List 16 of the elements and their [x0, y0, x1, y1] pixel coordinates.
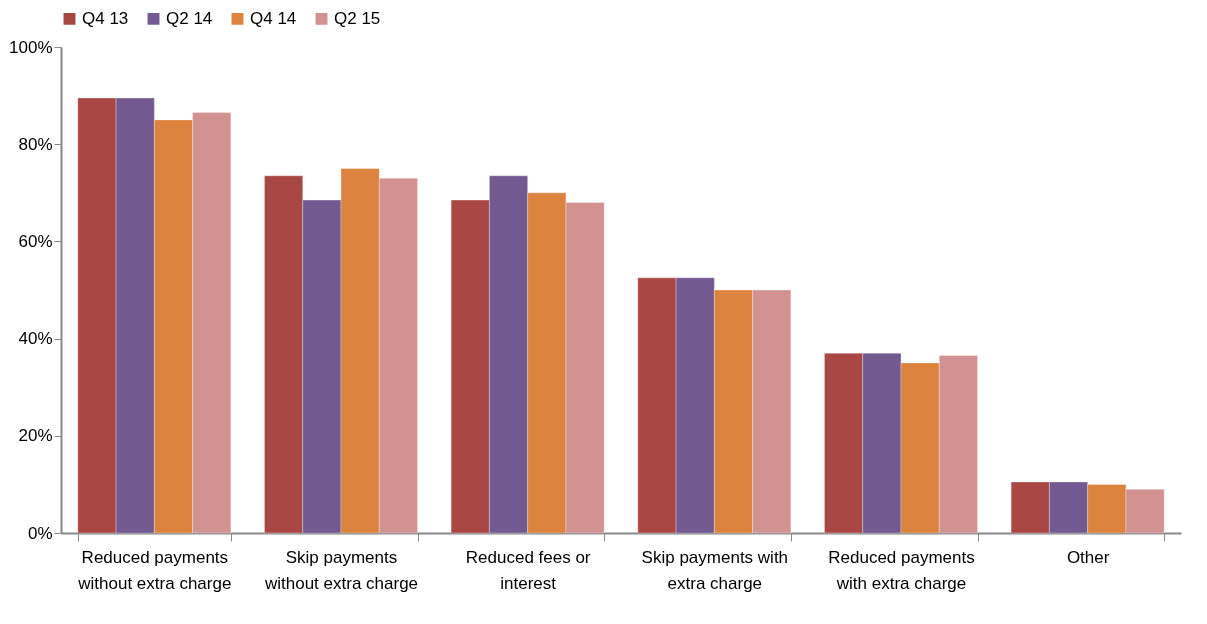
legend-label: Q4 14 [250, 8, 297, 28]
y-tick-label: 80% [18, 134, 53, 154]
y-tick-label: 100% [9, 37, 53, 57]
x-tick-label: Skip payments without extra charge [263, 547, 419, 593]
x-tick-label: Other [1066, 547, 1110, 567]
y-tick-label: 60% [18, 231, 53, 251]
x-tick-label: Reduced payments with extra charge [828, 547, 975, 593]
x-tick-label: Skip payments with extra charge [641, 547, 789, 593]
legend-label: Q2 14 [166, 8, 213, 28]
y-tick-label: 40% [18, 329, 53, 349]
y-tick-label: 0% [27, 523, 53, 543]
x-tick-label: Reduced fees or interest [465, 547, 591, 593]
y-tick-label: 20% [18, 426, 53, 446]
legend-label: Q4 13 [82, 8, 129, 28]
legend-label: Q2 15 [334, 8, 381, 28]
x-tick-label: Reduced payments without extra charge [77, 547, 232, 593]
